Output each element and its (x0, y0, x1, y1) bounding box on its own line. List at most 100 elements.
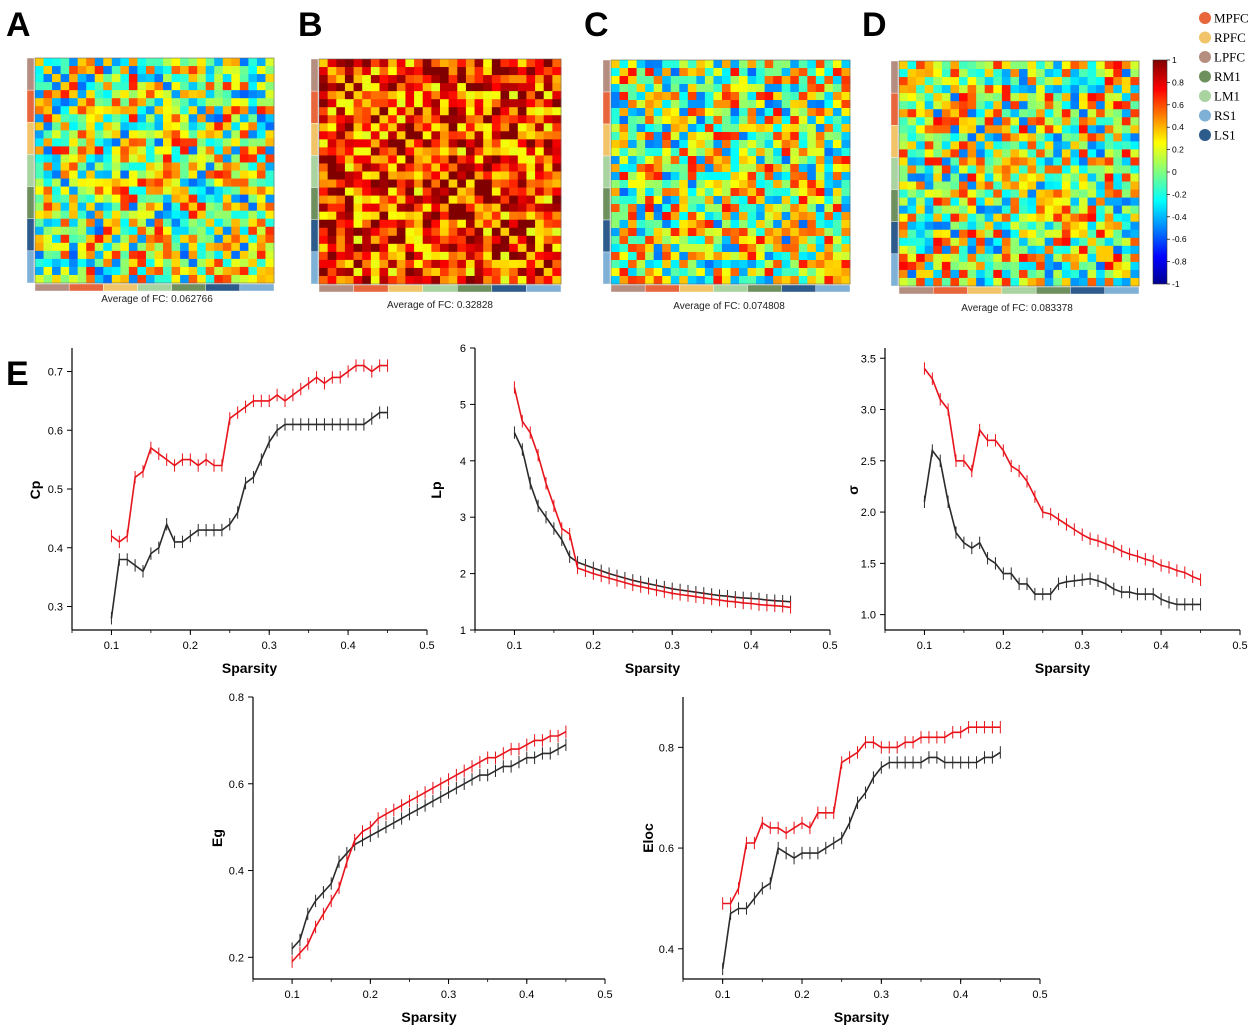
heatmap-cell (941, 189, 951, 199)
heatmap-cell (535, 243, 545, 253)
heatmap-cell (1104, 165, 1114, 174)
heatmap-cell (781, 164, 791, 173)
heatmap-cell (43, 202, 53, 212)
heatmap-cell (662, 220, 672, 229)
heatmap-cell (815, 84, 825, 93)
heatmap-cell (907, 269, 917, 279)
heatmap-cell (619, 84, 629, 93)
heatmap-cell (907, 77, 917, 86)
heatmap-cell (747, 228, 757, 237)
heatmap-cell (1079, 269, 1088, 279)
heatmap-cell (535, 115, 545, 124)
heatmap-cell (35, 186, 44, 196)
heatmap-cell (137, 274, 147, 284)
heatmap-cell (713, 156, 723, 165)
heatmap-cell (662, 172, 672, 181)
heatmap-cell (950, 77, 960, 86)
heatmap-cell (43, 250, 53, 260)
heatmap-cell (388, 171, 398, 180)
heatmap-cell (619, 100, 629, 109)
heatmap-cell (214, 122, 224, 131)
heatmap-cell (265, 66, 275, 75)
heatmap-cell (509, 75, 519, 84)
heatmap-cell (781, 204, 791, 213)
heatmap-cell (77, 122, 87, 131)
heatmap-cell (535, 179, 545, 188)
heatmap-cell (781, 180, 791, 189)
heatmap-cell (730, 180, 740, 189)
heatmap-cell (1113, 261, 1123, 271)
heatmap-cell (645, 108, 655, 117)
heatmap-cell (414, 211, 424, 221)
heatmap-cell (611, 108, 620, 117)
heatmap-cell (77, 74, 87, 83)
heatmap-cell (137, 154, 147, 163)
heatmap-cell (1070, 133, 1080, 142)
heatmap-cell (1036, 117, 1046, 126)
heatmap-cell (154, 234, 164, 244)
heatmap-cell (256, 66, 266, 75)
heatmap-cell (696, 68, 706, 77)
heatmap-cell (773, 108, 783, 117)
heatmap-cell (1096, 117, 1106, 126)
heatmap-cell (145, 242, 155, 252)
heatmap-cell (526, 195, 536, 205)
heatmap-cell (214, 74, 224, 83)
heatmap-cell (1044, 69, 1054, 78)
heatmap-cell (993, 101, 1003, 110)
heatmap-cell (379, 163, 389, 172)
heatmap-cell (256, 266, 266, 276)
heatmap-cell (103, 266, 113, 276)
heatmap-cell (265, 58, 275, 67)
heatmap-cell (180, 122, 190, 131)
heatmap-cell (94, 58, 104, 67)
heatmap-cell (370, 155, 380, 164)
heatmap-cell (180, 258, 190, 268)
heatmap-cell (1130, 277, 1140, 287)
heatmap-cell (137, 90, 147, 99)
heatmap-cell (414, 75, 424, 84)
heatmap-cell (1061, 165, 1071, 174)
region-strip-left (26, 186, 35, 219)
heatmap-cell (1087, 261, 1097, 271)
heatmap-cell (730, 244, 740, 253)
heatmap-cell (807, 228, 817, 237)
heatmap-cell (993, 213, 1003, 223)
heatmap-cell (628, 156, 638, 165)
heatmap-cell (120, 90, 130, 99)
heatmap-cell (1104, 205, 1114, 215)
heatmap-cell (111, 74, 121, 83)
heatmap-cell (993, 253, 1003, 263)
series-red (923, 362, 1202, 586)
heatmap-cell (807, 124, 817, 133)
heatmap-cell (924, 253, 934, 263)
heatmap-cell (379, 195, 389, 205)
heatmap-cell (670, 220, 680, 229)
heatmap-cell (197, 162, 207, 171)
heatmap-cell (679, 228, 689, 237)
heatmap-cell (619, 276, 629, 285)
heatmap-cell (517, 99, 527, 108)
heatmap-cell (645, 140, 655, 149)
heatmap-cell (950, 269, 960, 279)
heatmap-cell (1061, 189, 1071, 199)
heatmap-cell (950, 133, 960, 142)
heatmap-cell (137, 130, 147, 139)
heatmap-cell (739, 140, 748, 149)
y-axis-label: σ (845, 485, 861, 495)
heatmap-cell (1027, 133, 1037, 142)
heatmap-cell (103, 122, 113, 131)
heatmap-cell (1087, 165, 1097, 174)
y-tick-label: 3 (460, 512, 466, 524)
heatmap-cell (422, 171, 432, 180)
heatmap-cell (535, 211, 545, 221)
heatmap-cell (256, 122, 266, 131)
heatmap-cell (43, 90, 53, 99)
region-strip-bottom (239, 283, 275, 292)
heatmap-cell (645, 156, 655, 165)
heatmap-cell (1001, 125, 1011, 134)
legend-swatch (1199, 90, 1211, 102)
heatmap-cell (1019, 101, 1028, 110)
heatmap-cell (388, 235, 398, 245)
heatmap-cell (180, 170, 190, 179)
